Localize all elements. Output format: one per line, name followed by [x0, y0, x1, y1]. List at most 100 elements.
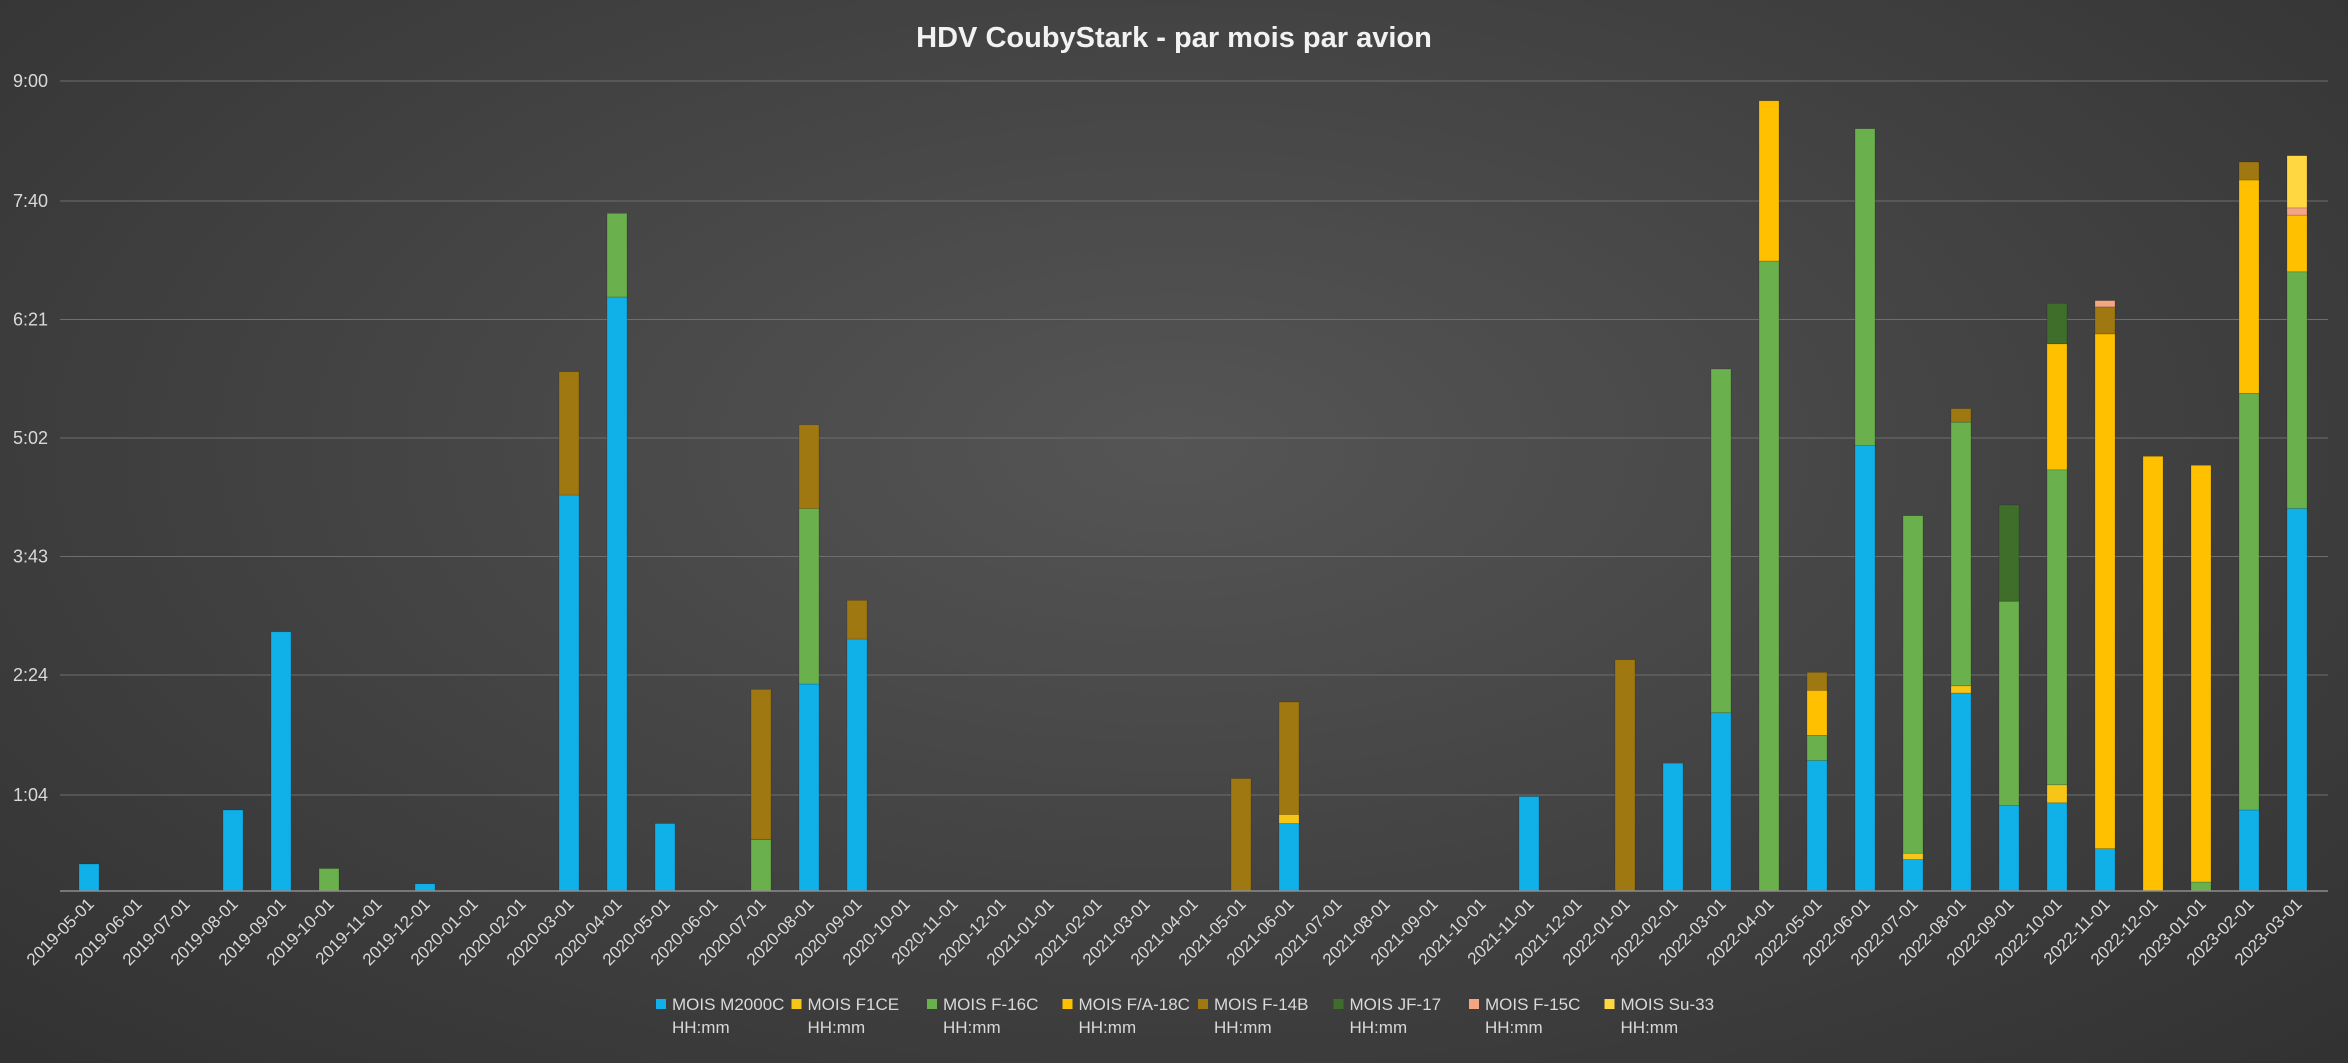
bar-segment — [798, 683, 820, 892]
legend-swatch — [1198, 999, 1208, 1009]
bar-segment — [1614, 659, 1636, 892]
bar-segment — [1998, 805, 2020, 892]
legend-swatch — [1604, 999, 1615, 1009]
legend-label-unit: HH:mm — [808, 1018, 866, 1037]
legend-swatch — [656, 999, 666, 1009]
legend-label-unit: HH:mm — [1214, 1018, 1272, 1037]
bar-segment — [414, 883, 436, 892]
bar-segment — [1710, 712, 1732, 892]
bar-segment — [1806, 760, 1828, 892]
bar-segment — [2094, 306, 2116, 335]
bar-segment — [846, 599, 868, 640]
bar-segment — [1662, 762, 1684, 892]
bar-segment — [1902, 859, 1924, 892]
bar-segment — [1806, 734, 1828, 761]
legend-label-unit: HH:mm — [943, 1018, 1001, 1037]
bar-segment — [1854, 445, 1876, 892]
bar-segment — [2286, 214, 2308, 273]
bar-segment — [2286, 207, 2308, 216]
legend-item: MOIS F-14B HH:mm — [1198, 995, 1308, 1037]
legend-swatch — [927, 999, 937, 1009]
bar-segment — [2046, 302, 2068, 345]
bar-segment — [2238, 809, 2260, 892]
y-tick-label: 7:40 — [13, 191, 48, 211]
bar-segment — [2142, 455, 2164, 892]
bar-segment — [2238, 161, 2260, 181]
bars — [78, 100, 2308, 892]
legend-item: MOIS F-15C HH:mm — [1469, 995, 1580, 1037]
bar-segment — [2046, 343, 2068, 471]
bar-segment — [2286, 155, 2308, 209]
bar-segment — [1758, 100, 1780, 262]
y-tick-label: 9:00 — [13, 71, 48, 91]
legend-label: MOIS F-15C — [1485, 995, 1580, 1014]
y-axis-ticks: 1:04 2:24 3:43 5:02 6:21 7:40 9:00 — [13, 71, 48, 805]
y-tick-label: 3:43 — [13, 546, 48, 566]
bar-segment — [2094, 300, 2116, 308]
bar-segment — [2046, 784, 2068, 804]
legend-label: MOIS F1CE — [808, 995, 900, 1014]
bar-segment — [2238, 179, 2260, 394]
bar-segment — [1278, 701, 1300, 815]
bar-segment — [1230, 778, 1252, 892]
legend-label-unit: HH:mm — [672, 1018, 730, 1037]
bar-segment — [78, 863, 100, 892]
bar-segment — [1518, 796, 1540, 892]
bar-segment — [2190, 464, 2212, 883]
legend-label: MOIS Su-33 — [1621, 995, 1715, 1014]
bar-segment — [1854, 128, 1876, 446]
y-tick-label: 5:02 — [13, 428, 48, 448]
y-tick-label: 1:04 — [13, 785, 48, 805]
bar-segment — [1758, 260, 1780, 892]
y-tick-label: 6:21 — [13, 310, 48, 330]
bar-segment — [1902, 852, 1924, 860]
legend-item: MOIS F/A-18C HH:mm — [1062, 995, 1190, 1037]
bar-segment — [798, 424, 820, 509]
x-axis-ticks: 2019-05-012019-06-012019-07-012019-08-01… — [23, 894, 2306, 969]
bar-segment — [1950, 408, 1972, 423]
legend-label-unit: HH:mm — [1621, 1018, 1679, 1037]
bar-segment — [1998, 600, 2020, 806]
bar-segment — [1806, 689, 1828, 736]
bar-segment — [2286, 271, 2308, 509]
chart-title: HDV CoubyStark - par mois par avion — [916, 22, 1432, 54]
legend-label: MOIS F-16C — [943, 995, 1038, 1014]
legend-item: MOIS M2000C HH:mm — [656, 995, 784, 1037]
bar-segment — [270, 631, 292, 892]
legend-label: MOIS JF-17 — [1350, 995, 1442, 1014]
bar-segment — [750, 839, 772, 892]
bar-segment — [606, 213, 628, 298]
bar-segment — [1278, 823, 1300, 892]
bar-segment — [558, 371, 580, 496]
bar-segment — [1278, 814, 1300, 824]
legend-label-unit: HH:mm — [1350, 1018, 1408, 1037]
legend-label: MOIS M2000C — [672, 995, 784, 1014]
bar-segment — [2046, 802, 2068, 892]
bar-segment — [846, 638, 868, 892]
legend-swatch — [1333, 999, 1344, 1009]
bar-segment — [2190, 881, 2212, 892]
bar-segment — [2238, 392, 2260, 811]
legend-label-unit: HH:mm — [1485, 1018, 1543, 1037]
bar-segment — [1998, 504, 2020, 602]
gridlines — [60, 80, 2328, 796]
bar-segment — [1806, 671, 1828, 691]
bar-segment — [558, 494, 580, 892]
legend-item: MOIS F-16C HH:mm — [927, 995, 1038, 1037]
bar-segment — [1902, 515, 1924, 854]
bar-segment — [1950, 685, 1972, 694]
legend-swatch — [791, 999, 802, 1009]
y-tick-label: 2:24 — [13, 665, 48, 685]
legend-label: MOIS F-14B — [1214, 995, 1308, 1014]
bar-segment — [2046, 469, 2068, 786]
legend-label-unit: HH:mm — [1079, 1018, 1137, 1037]
bar-segment — [318, 868, 340, 892]
bar-segment — [222, 809, 244, 892]
bar-segment — [654, 823, 676, 892]
bar-segment — [1710, 368, 1732, 714]
legend-swatch — [1062, 999, 1073, 1009]
legend-item: MOIS Su-33 HH:mm — [1604, 995, 1715, 1037]
